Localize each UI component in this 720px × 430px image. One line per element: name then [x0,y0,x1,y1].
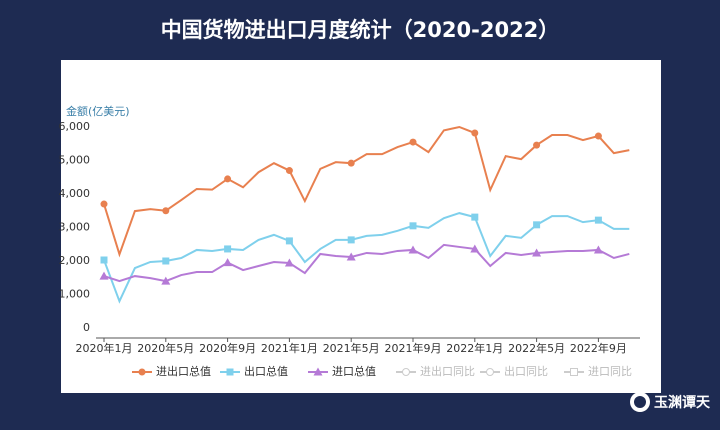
point-marker [162,207,170,215]
legend-label: 出口总值 [244,364,288,378]
point-marker [532,248,542,257]
x-tick-label: 2022年5月 [508,341,565,355]
x-tick-label: 2021年1月 [261,341,318,355]
legend-label: 进口总值 [332,364,376,378]
point-marker [347,159,355,167]
point-marker [285,237,293,245]
x-tick-label: 2021年9月 [385,341,442,355]
legend-marker [226,368,234,376]
point-marker [594,216,602,224]
y-tick-label: 0 [83,321,90,334]
x-tick-label: 2021年5月 [323,341,380,355]
legend-marker [486,368,494,376]
logo-icon-inner [634,396,646,408]
point-marker [533,221,541,229]
point-marker [471,129,479,137]
legend-label: 进出口同比 [420,364,475,378]
y-axis-label: 金额(亿美元) [66,104,130,118]
point-marker [100,200,108,208]
point-marker [593,245,603,254]
chart-title: 中国货物进出口月度统计（2020-2022） [161,18,560,42]
x-tick-label: 2020年9月 [199,341,256,355]
y-tick-label: 5,000 [59,154,91,167]
point-marker [470,244,480,253]
y-tick-label: 4,000 [59,187,91,200]
point-marker [347,236,355,244]
y-tick-label: 6,000 [59,120,91,133]
y-tick-label: 3,000 [59,221,91,234]
series-line [103,243,630,283]
point-marker [533,141,541,149]
point-marker [409,222,417,230]
series-line [103,212,630,304]
y-tick-label: 2,000 [59,254,91,267]
point-marker [471,213,479,221]
legend-marker [313,367,323,376]
point-marker [408,245,418,254]
legend-label: 进口同比 [588,365,632,378]
point-marker [346,252,356,261]
legend-label: 出口同比 [504,364,548,378]
x-tick-label: 2022年1月 [446,341,503,355]
legend-marker [402,368,410,376]
point-marker [285,167,293,175]
point-marker [100,256,108,264]
logo-text: 玉渊谭天 [654,394,711,411]
x-tick-label: 2020年1月 [76,341,133,355]
point-marker [161,276,171,285]
legend-marker [138,368,146,376]
point-marker [224,175,232,183]
point-marker [99,271,109,280]
point-marker [162,257,170,265]
point-marker [409,138,417,146]
legend-marker [570,368,578,376]
legend-label: 进出口总值 [156,364,211,378]
point-marker [594,132,602,140]
point-marker [284,258,294,267]
point-marker [224,245,232,253]
x-tick-label: 2020年5月 [137,341,194,355]
x-tick-label: 2022年9月 [570,341,627,355]
point-marker [223,258,233,267]
y-tick-label: 1,000 [59,288,91,301]
series-line [103,125,630,258]
